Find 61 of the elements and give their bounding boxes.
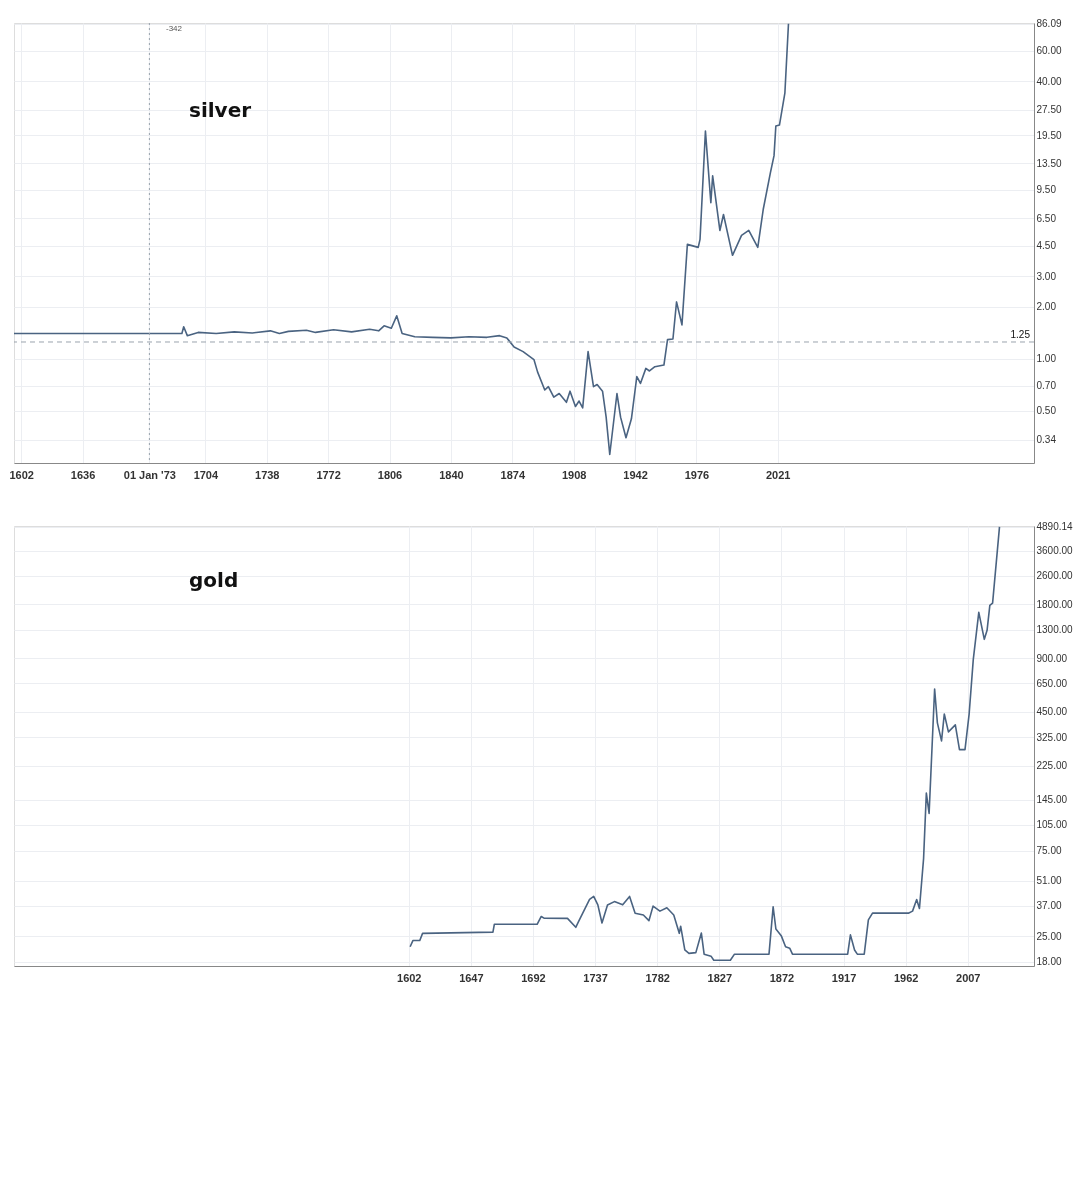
x-tick-label: 1737: [583, 971, 608, 984]
y-tick-label: 105.00: [1036, 819, 1068, 831]
x-tick-label: 1602: [397, 971, 422, 984]
y-tick-label: 25.00: [1036, 930, 1062, 942]
y-tick-label: 51.00: [1036, 875, 1062, 887]
y-tick-label: 4890.14: [1036, 521, 1074, 533]
y-tick-label: 9.50: [1036, 184, 1057, 196]
y-tick-label: 0.50: [1036, 405, 1057, 417]
x-tick-label: 1962: [893, 971, 919, 984]
x-tick-label: 2007: [956, 971, 981, 984]
y-tick-label: 60.00: [1036, 45, 1062, 57]
x-tick-label: 2021: [765, 468, 791, 481]
y-tick-label: 2600.00: [1036, 570, 1074, 582]
x-tick-label: 1942: [623, 468, 648, 481]
y-tick-label: 1300.00: [1036, 624, 1074, 636]
text: gold: [189, 568, 239, 592]
y-tick-label: 37.00: [1036, 900, 1062, 912]
y-tick-label: 13.50: [1036, 157, 1062, 169]
x-tick-label: 1806: [377, 468, 403, 481]
x-tick-label: 1872: [769, 971, 795, 984]
x-tick-label: 01 Jan '73: [123, 468, 176, 481]
text: silver: [189, 98, 252, 122]
y-tick-label: 18.00: [1036, 956, 1062, 968]
y-tick-label: 75.00: [1036, 845, 1062, 857]
x-tick-label: 1647: [459, 971, 484, 984]
y-tick-label: 1.00: [1036, 353, 1057, 365]
y-tick-label: 86.09: [1036, 18, 1062, 30]
annotation: -342: [166, 24, 183, 33]
x-tick-label: 1738: [255, 468, 280, 481]
x-tick-label: 1840: [439, 468, 464, 481]
y-tick-label: 225.00: [1036, 760, 1068, 772]
ref-line-label: 1.25: [1010, 328, 1031, 340]
y-tick-label: 325.00: [1036, 731, 1068, 743]
x-tick-label: 1772: [316, 468, 341, 481]
y-tick-label: 650.00: [1036, 677, 1068, 689]
y-tick-label: 900.00: [1036, 652, 1068, 664]
x-tick-label: 1636: [70, 468, 96, 481]
y-tick-label: 450.00: [1036, 706, 1068, 718]
y-tick-label: 27.50: [1036, 104, 1062, 116]
y-tick-label: 40.00: [1036, 75, 1062, 87]
x-tick-label: 1874: [500, 468, 526, 481]
y-tick-label: 19.50: [1036, 129, 1062, 141]
y-tick-label: 2.00: [1036, 301, 1057, 313]
x-tick-label: 1827: [707, 971, 733, 984]
x-tick-label: 1602: [9, 468, 34, 481]
line-series: [409, 526, 1001, 962]
y-tick-label: 1800.00: [1036, 598, 1074, 610]
x-tick-label: 1917: [831, 971, 857, 984]
y-tick-label: 6.50: [1036, 212, 1057, 224]
y-tick-label: 3.00: [1036, 270, 1057, 282]
y-tick-label: 4.50: [1036, 240, 1057, 252]
y-tick-label: 0.34: [1036, 434, 1057, 446]
line-series: [13, 22, 790, 456]
y-tick-label: 145.00: [1036, 794, 1068, 806]
y-tick-label: 3600.00: [1036, 545, 1074, 557]
y-tick-label: 0.70: [1036, 380, 1057, 392]
x-tick-label: 1782: [645, 971, 670, 984]
x-tick-label: 1692: [521, 971, 546, 984]
x-tick-label: 1704: [193, 468, 219, 481]
x-tick-label: 1976: [684, 468, 710, 481]
x-tick-label: 1908: [561, 468, 587, 481]
